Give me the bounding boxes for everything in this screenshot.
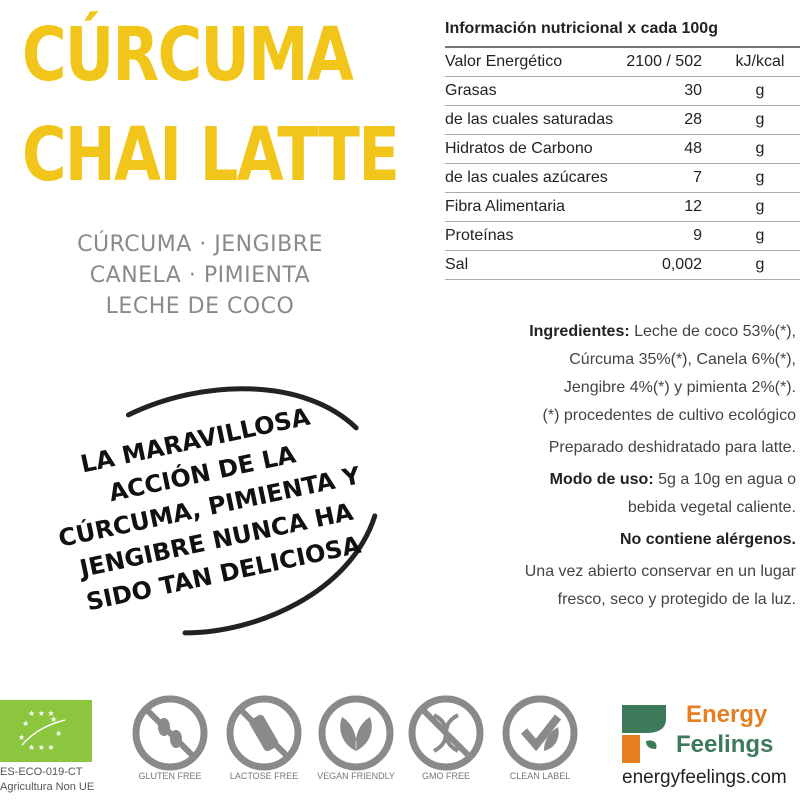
- subtitle-line: LECHE DE COCO: [105, 294, 295, 319]
- svg-text:★ ★ ★: ★ ★ ★: [28, 743, 55, 752]
- table-row: Hidratos de Carbono 48 g: [445, 134, 800, 164]
- row-value: 0,002: [621, 250, 720, 280]
- badge-gmo-free: GMO FREE: [404, 693, 488, 781]
- row-value: 30: [621, 76, 720, 106]
- brand-url: energyfeelings.com: [622, 767, 787, 788]
- badge-label: GLUTEN FREE: [138, 771, 202, 781]
- badge-vegan-friendly: VEGAN FRIENDLY: [314, 693, 398, 781]
- eu-leaf-icon: ★ ★ ★★★★★ ★ ★★: [18, 709, 66, 752]
- nutrition-table: Información nutricional x cada 100g Valo…: [445, 16, 800, 280]
- table-row: de las cuales azúcares 7 g: [445, 163, 800, 193]
- row-value: 28: [621, 105, 720, 135]
- row-unit: g: [720, 221, 800, 251]
- svg-text:★ ★ ★: ★ ★ ★: [28, 709, 55, 718]
- eu-organic-logo: ★ ★ ★ ★ ★ ★ ★ ★ ★ ★: [0, 700, 92, 762]
- table-row: Grasas 30 g: [445, 76, 800, 106]
- badge-lactose-free: LACTOSE FREE: [222, 693, 306, 781]
- subtitle-line: CÚRCUMA · JENGIBRE: [77, 232, 323, 257]
- dna-icon: [408, 695, 484, 771]
- row-label: de las cuales saturadas: [445, 105, 622, 135]
- eu-code: ES-ECO-019-CT: [0, 766, 83, 778]
- storage-text: Una vez abierto conservar en un lugar: [524, 563, 796, 580]
- badge-clean-label: CLEAN LABEL: [498, 693, 582, 781]
- badge-label: GMO FREE: [421, 771, 470, 781]
- row-value: 7: [621, 163, 720, 193]
- row-unit: g: [720, 250, 800, 280]
- svg-text:★: ★: [22, 719, 29, 728]
- allergens-note: No contiene alérgenos.: [619, 531, 796, 548]
- row-value: 9: [621, 221, 720, 251]
- check-leaf-icon: [502, 695, 578, 771]
- table-row: Fibra Alimentaria 12 g: [445, 192, 800, 222]
- brand-mark-icon: [622, 705, 666, 763]
- svg-text:★: ★: [18, 733, 25, 742]
- brand-name-1: Energy: [686, 701, 768, 728]
- badge-label: CLEAN LABEL: [509, 771, 571, 781]
- badge-label: LACTOSE FREE: [229, 771, 299, 781]
- bottle-icon: [226, 695, 302, 771]
- ingredients-label: Ingredientes:: [529, 323, 630, 340]
- svg-text:★: ★: [55, 729, 62, 738]
- row-label: Hidratos de Carbono: [445, 134, 622, 164]
- title-line-1: CÚRCUMA: [22, 12, 354, 98]
- prep-note: Preparado deshidratado para latte.: [548, 439, 796, 456]
- table-row: Proteínas 9 g: [445, 221, 800, 251]
- table-row: Sal 0,002 g: [445, 250, 800, 280]
- row-unit: g: [720, 76, 800, 106]
- eu-origin: Agricultura Non UE: [0, 781, 95, 793]
- ingredients-text: Jengibre 4%(*) y pimienta 2%(*).: [563, 379, 796, 396]
- row-value: 2100 / 502: [621, 47, 720, 77]
- leaf-icon: [318, 695, 394, 771]
- storage-text: fresco, seco y protegido de la luz.: [557, 591, 796, 608]
- row-label: Fibra Alimentaria: [445, 192, 622, 222]
- row-label: Grasas: [445, 76, 622, 106]
- row-unit: g: [720, 192, 800, 222]
- row-label: Valor Energético: [445, 47, 622, 77]
- row-label: Proteínas: [445, 221, 622, 251]
- usage-text: 5g a 10g en agua o: [653, 471, 796, 488]
- row-label: Sal: [445, 250, 622, 280]
- ingredients-text: Cúrcuma 35%(*), Canela 6%(*),: [569, 351, 796, 368]
- table-row: de las cuales saturadas 28 g: [445, 105, 800, 135]
- row-unit: g: [720, 134, 800, 164]
- ingredients-text: Leche de coco 53%(*),: [629, 323, 796, 340]
- brush-circle: [125, 386, 378, 636]
- badge-label: VEGAN FRIENDLY: [317, 771, 395, 781]
- row-unit: g: [720, 163, 800, 193]
- title-line-2: CHAI LATTE: [22, 112, 400, 198]
- usage-text: bebida vegetal caliente.: [627, 499, 796, 516]
- slogan-block: LA MARAVILLOSA ACCIÓN DE LA CÚRCUMA, PIM…: [7, 345, 413, 674]
- row-value: 48: [621, 134, 720, 164]
- row-value: 12: [621, 192, 720, 222]
- brand-name-2: Feelings: [676, 731, 774, 758]
- table-row: Valor Energético 2100 / 502 kJ/kcal: [445, 47, 800, 77]
- subtitle-line: CANELA · PIMIENTA: [89, 263, 311, 288]
- organic-note: (*) procedentes de cultivo ecológico: [542, 407, 796, 424]
- badge-gluten-free: GLUTEN FREE: [128, 693, 212, 781]
- usage-label: Modo de uso:: [549, 471, 654, 488]
- row-unit: kJ/kcal: [720, 47, 800, 77]
- row-unit: g: [720, 105, 800, 135]
- row-label: de las cuales azúcares: [445, 163, 622, 193]
- ingredients-block: Ingredientes: Leche de coco 53%(*), Cúrc…: [456, 318, 796, 614]
- nutrition-header: Información nutricional x cada 100g: [445, 16, 800, 48]
- svg-text:★: ★: [50, 715, 57, 724]
- wheat-icon: [132, 695, 208, 771]
